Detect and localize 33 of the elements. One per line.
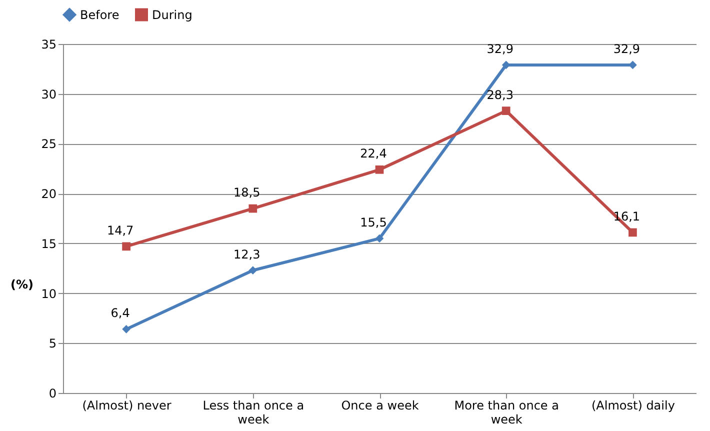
point (122, 242, 130, 251)
data-label: 12,3 (234, 247, 260, 262)
point (628, 228, 637, 237)
y-tick-label: 5 (48, 336, 56, 351)
data-label: 22,4 (360, 146, 387, 161)
data-label: 32,9 (486, 42, 514, 56)
y-tick-label: 0 (48, 386, 56, 400)
point (122, 325, 130, 334)
point (248, 266, 258, 275)
data-label: 32,9 (613, 42, 640, 56)
y-tick-label: 10 (41, 286, 56, 301)
x-tick-label: (Almost) never (82, 398, 172, 412)
x-tick-label: (Almost) daily (591, 398, 675, 412)
data-label: 28,3 (486, 88, 514, 102)
point (248, 204, 258, 213)
point (375, 234, 384, 243)
data-label: 18,5 (234, 186, 260, 200)
data-label: 6,4 (110, 306, 130, 320)
y-tick-label: 15 (41, 236, 56, 251)
legend-label: Before (80, 8, 120, 22)
x-tick-label: More than once a week (454, 398, 559, 426)
y-tick-label: 20 (41, 187, 56, 202)
x-tick-label: Once a week (341, 398, 419, 412)
point (375, 165, 384, 174)
legend-label: During (152, 8, 192, 22)
y-tick-label: 30 (41, 87, 56, 102)
y-axis-title: (%) (10, 278, 34, 292)
point (502, 106, 510, 115)
data-label: 14,7 (106, 223, 134, 238)
y-tick-label: 25 (41, 137, 56, 152)
data-label: 15,5 (360, 215, 387, 230)
x-tick-label: Less than once a week (202, 398, 304, 426)
y-tick-label: 35 (41, 38, 56, 52)
